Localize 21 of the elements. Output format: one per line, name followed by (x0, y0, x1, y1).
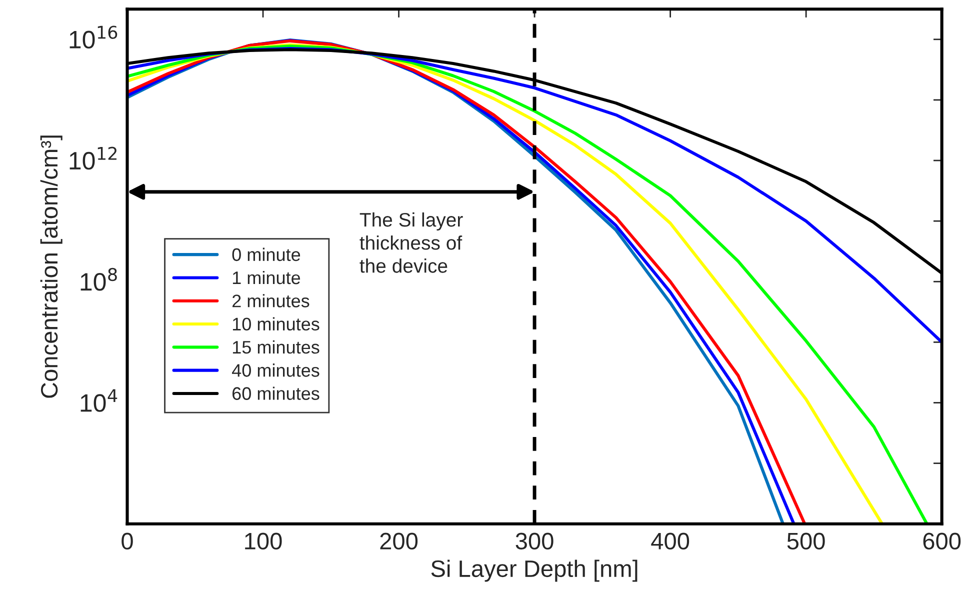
legend-label: 15 minutes (232, 340, 320, 354)
x-tick-label: 0 (122, 532, 133, 550)
x-tick-label: 400 (651, 532, 690, 550)
x-tick-label: 600 (923, 532, 961, 550)
x-tick-label: 200 (380, 532, 418, 550)
y-tick-label: 10$^{12}$ (70, 146, 116, 170)
legend-label: 2 minutes (232, 294, 310, 308)
y-tick-label: 10$^{8}$ (80, 268, 117, 291)
x-tick-label: 300 (516, 532, 554, 550)
legend-label: 10 minutes (232, 317, 320, 331)
y-tick-label: 10$^{4}$ (80, 389, 118, 412)
y-axis-title: Concentration [atom/cm³] (40, 136, 62, 398)
legend-label: 60 minutes (232, 386, 320, 400)
legend-label: 1 minute (232, 270, 300, 284)
x-axis-title: Si Layer Depth [nm] (431, 560, 638, 582)
annotation: The Si layer thickness of the device (360, 212, 463, 273)
x-tick-label: 100 (245, 532, 282, 550)
legend-label: 0 minute (232, 248, 300, 262)
legend-label: 40 minutes (232, 364, 320, 377)
y-tick-label: 10$^{16}$ (70, 26, 118, 48)
x-tick-label: 500 (787, 532, 825, 550)
